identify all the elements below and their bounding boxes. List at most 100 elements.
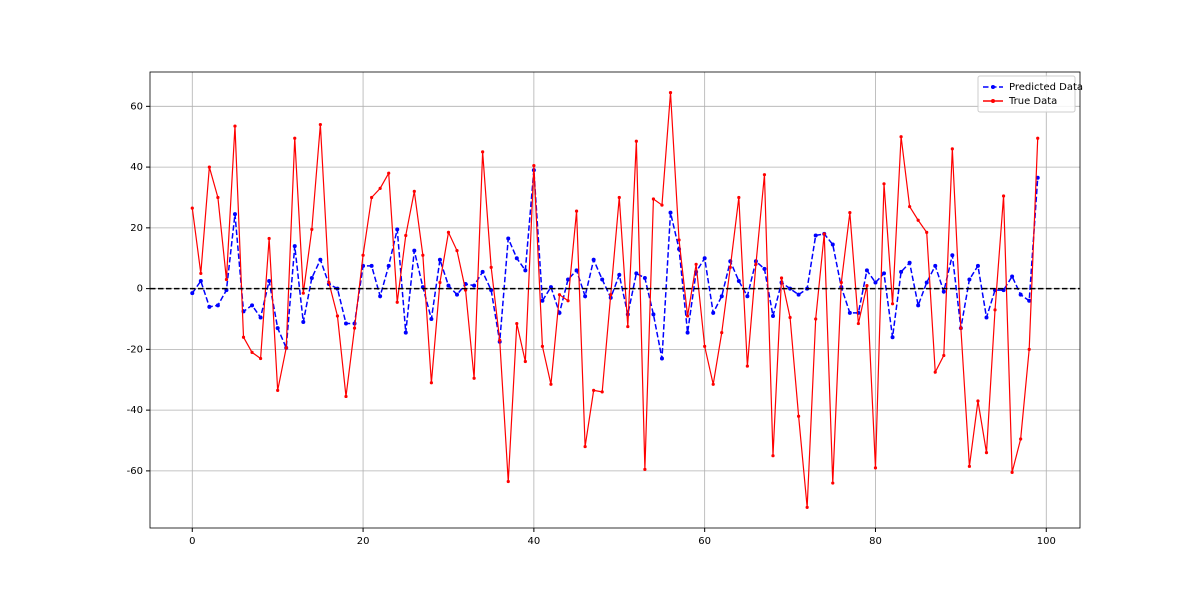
data-point [344, 394, 348, 399]
data-point [856, 321, 860, 326]
data-point [1001, 194, 1006, 198]
data-point [762, 173, 767, 177]
data-point [942, 353, 946, 358]
data-point [352, 326, 357, 330]
data-point [864, 268, 869, 273]
data-point [275, 326, 280, 331]
data-point [574, 268, 579, 273]
data-point [651, 312, 656, 317]
data-point [207, 165, 211, 169]
data-point [250, 350, 254, 355]
data-point [549, 382, 553, 386]
data-point [566, 277, 571, 282]
data-point [831, 481, 835, 485]
data-point [361, 253, 365, 257]
data-point [437, 257, 442, 262]
data-point [421, 253, 425, 257]
data-point [301, 291, 305, 295]
y-tick-label: -40 [127, 405, 143, 416]
data-point [216, 195, 220, 200]
data-point [566, 299, 570, 303]
data-point [215, 303, 220, 308]
data-point [685, 330, 690, 335]
data-point [583, 444, 587, 449]
data-point [642, 275, 647, 280]
data-point [412, 248, 417, 253]
data-point [865, 283, 869, 288]
data-point [813, 233, 818, 238]
data-point [404, 233, 408, 238]
data-point [745, 294, 750, 299]
data-point [199, 271, 203, 276]
data-point [378, 186, 382, 190]
data-point [498, 338, 502, 342]
data-point [873, 280, 878, 285]
data-point [916, 218, 920, 222]
data-point [327, 280, 331, 285]
data-point [925, 230, 929, 235]
x-tick-label: 20 [357, 536, 370, 547]
data-point [369, 263, 374, 268]
y-tick-label: 60 [130, 101, 143, 112]
data-point [489, 265, 493, 269]
y-tick-label: -60 [127, 466, 143, 477]
legend-label: Predicted Data [1009, 82, 1083, 93]
data-point [276, 388, 280, 392]
data-point [284, 346, 288, 350]
data-point [1027, 298, 1032, 303]
data-point [310, 227, 314, 231]
data-point [557, 293, 562, 297]
data-point [703, 344, 707, 348]
data-point [668, 210, 673, 215]
data-point [899, 269, 904, 274]
data-point [506, 479, 510, 484]
data-point [975, 263, 980, 268]
data-point [233, 124, 237, 128]
data-point [959, 326, 963, 330]
data-point [395, 227, 400, 232]
y-tick-label: 20 [130, 223, 143, 234]
data-point [600, 390, 604, 394]
data-point [788, 315, 792, 320]
data-point [480, 269, 485, 274]
data-point [950, 147, 954, 151]
data-point [557, 310, 562, 315]
data-point [429, 381, 433, 385]
data-point [412, 189, 416, 193]
data-point [574, 209, 579, 213]
data-point [643, 467, 647, 471]
data-point [592, 388, 596, 392]
data-point [600, 277, 605, 282]
x-tick-label: 100 [1037, 536, 1056, 547]
data-point [933, 263, 938, 268]
data-point [728, 265, 732, 269]
data-point [386, 263, 391, 268]
y-tick-label: 40 [130, 162, 143, 173]
data-point [711, 310, 716, 315]
legend-marker [991, 99, 995, 103]
data-point [523, 359, 527, 364]
data-point [540, 344, 545, 348]
data-point [378, 294, 383, 299]
data-point [438, 280, 442, 285]
data-point [660, 203, 664, 207]
data-point [702, 256, 707, 261]
data-point [626, 324, 630, 329]
data-point [984, 451, 989, 455]
x-tick-label: 40 [528, 536, 541, 547]
data-point [737, 195, 741, 200]
data-point [267, 236, 271, 241]
data-point [523, 268, 528, 273]
data-point [847, 310, 852, 315]
data-point [190, 206, 194, 210]
data-point [190, 291, 195, 296]
data-point [609, 293, 613, 297]
data-point [506, 236, 511, 241]
data-point [583, 294, 588, 299]
data-point [540, 298, 545, 303]
data-point [907, 260, 912, 265]
y-tick-label: 0 [137, 284, 143, 295]
series-line [191, 170, 1039, 359]
legend-marker [991, 85, 995, 89]
